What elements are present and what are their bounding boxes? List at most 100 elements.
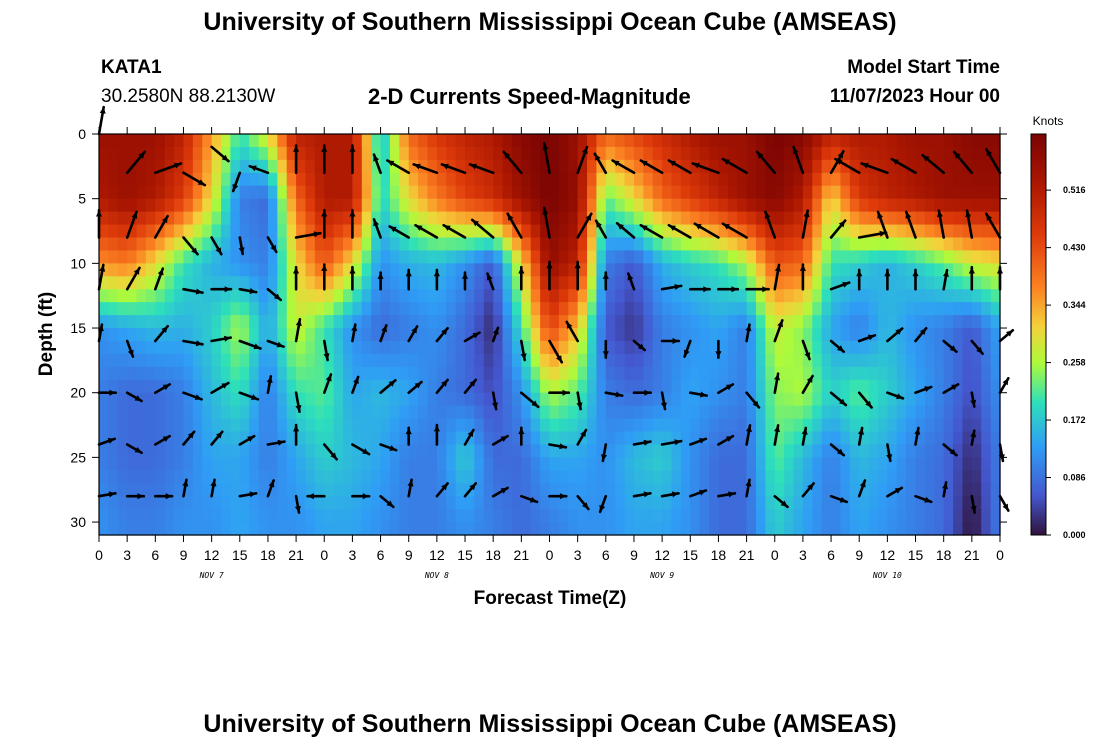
heatmap-cell: [286, 315, 297, 329]
heatmap-cell: [371, 134, 382, 148]
heatmap-cell: [943, 340, 954, 355]
heatmap-cell: [774, 237, 785, 252]
heatmap-cell: [99, 444, 109, 458]
heatmap-cell: [474, 431, 485, 446]
heatmap-cell: [924, 366, 935, 381]
current-vector: [125, 339, 135, 358]
heatmap-cell: [192, 328, 203, 342]
heatmap-cell: [192, 405, 203, 420]
heatmap-cell: [605, 353, 616, 368]
heatmap-cell: [530, 146, 541, 161]
heatmap-cell: [343, 431, 354, 446]
colorbar-tick-label: 0.430: [1063, 243, 1086, 253]
heatmap-cell: [296, 185, 307, 200]
heatmap-cell: [690, 353, 701, 368]
heatmap-cell: [587, 134, 598, 148]
heatmap-cell: [418, 198, 429, 213]
x-tick-label: 6: [602, 547, 610, 563]
heatmap-cell: [249, 315, 260, 329]
heatmap-cell: [981, 134, 992, 148]
heatmap-cell: [192, 353, 203, 368]
heatmap-cell: [408, 509, 419, 523]
heatmap-cell: [868, 211, 879, 226]
heatmap-cell: [990, 172, 1001, 187]
heatmap-cell: [737, 483, 748, 497]
heatmap-cell: [755, 405, 766, 420]
heatmap-cell: [258, 328, 269, 342]
heatmap-cell: [540, 276, 551, 290]
heatmap-cell: [615, 340, 626, 355]
heatmap-cell: [793, 237, 804, 252]
heatmap-cell: [389, 250, 400, 264]
heatmap-cell: [812, 263, 823, 277]
heatmap-cell: [380, 483, 391, 497]
heatmap-cell: [605, 392, 616, 407]
heatmap-cell: [812, 405, 823, 420]
heatmap-cell: [511, 353, 522, 368]
heatmap-cell: [371, 483, 382, 497]
heatmap-cell: [962, 431, 973, 446]
heatmap-cell: [690, 366, 701, 381]
heatmap-cell: [831, 392, 842, 407]
x-tick-label: 3: [574, 547, 582, 563]
heatmap-cell: [174, 431, 185, 446]
heatmap-cell: [239, 134, 250, 148]
heatmap-cell: [662, 198, 673, 213]
heatmap-cell: [821, 340, 832, 355]
y-tick-label: 30: [70, 514, 86, 530]
heatmap-cell: [192, 366, 203, 381]
heatmap-cell: [943, 224, 954, 239]
heatmap-cell: [371, 250, 382, 264]
current-vector: [886, 391, 905, 400]
heatmap-cell: [690, 315, 701, 329]
heatmap-cell: [249, 328, 260, 342]
current-vector: [829, 443, 846, 457]
heatmap-cell: [821, 509, 832, 523]
heatmap-cell: [718, 353, 729, 368]
heatmap-cell: [680, 237, 691, 252]
heatmap-cell: [633, 366, 644, 381]
heatmap-cell: [755, 185, 766, 200]
heatmap-cell: [821, 134, 832, 148]
heatmap-cell: [849, 483, 860, 497]
heatmap-cell: [802, 276, 813, 290]
heatmap-cell: [446, 418, 457, 433]
heatmap-cell: [211, 250, 222, 264]
heatmap-cell: [380, 198, 391, 213]
heatmap-cell: [530, 185, 541, 200]
heatmap-cell: [633, 392, 644, 407]
heatmap-cell: [831, 483, 842, 497]
heatmap-cell: [99, 134, 109, 148]
heatmap-cell: [389, 509, 400, 523]
current-vector: [574, 260, 581, 291]
heatmap-cell: [877, 379, 888, 394]
heatmap-cell: [174, 198, 185, 213]
heatmap-cell: [474, 470, 485, 484]
heatmap-cell: [605, 302, 616, 316]
heatmap-cell: [230, 431, 241, 446]
heatmap-cell: [352, 250, 363, 264]
heatmap-cell: [465, 159, 476, 174]
heatmap-cell: [840, 379, 851, 394]
heatmap-cell: [915, 457, 926, 471]
heatmap-cell: [859, 340, 870, 355]
heatmap-cell: [624, 509, 635, 523]
colorbar-title: Knots: [1033, 114, 1064, 128]
current-vector: [601, 443, 608, 463]
heatmap-cell: [127, 496, 138, 510]
heatmap-cell: [380, 263, 391, 277]
heatmap-cell: [371, 509, 382, 523]
heatmap-cell: [765, 496, 776, 510]
heatmap-cell: [924, 431, 935, 446]
heatmap-cell: [521, 328, 532, 342]
heatmap-cell: [709, 172, 720, 187]
heatmap-cell: [343, 392, 354, 407]
heatmap-cell: [145, 522, 156, 536]
heatmap-cell: [108, 509, 119, 523]
heatmap-cell: [314, 237, 325, 252]
heatmap-cell: [568, 509, 579, 523]
heatmap-cell: [267, 379, 278, 394]
heatmap-cell: [108, 302, 119, 316]
heatmap-cell: [587, 185, 598, 200]
heatmap-cell: [868, 431, 879, 446]
